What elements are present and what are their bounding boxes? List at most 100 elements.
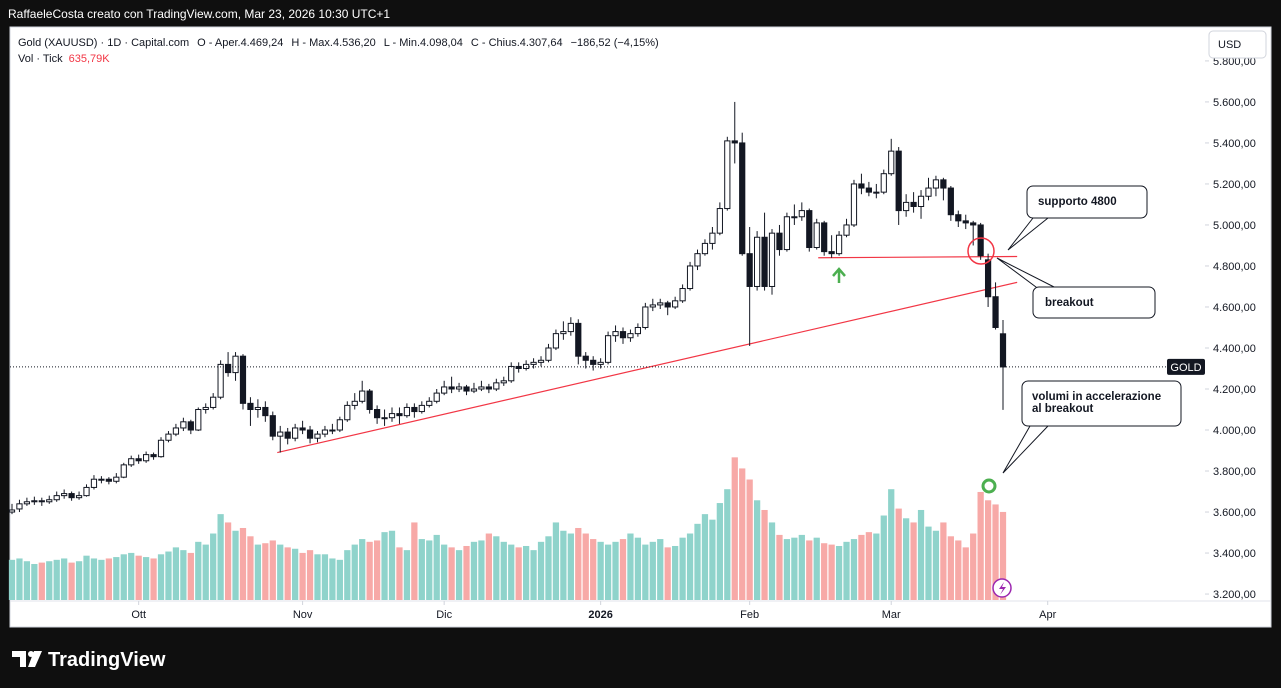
candle-body <box>530 361 537 365</box>
y-tick-label: 3.600,00 <box>1213 507 1256 519</box>
high: H - Max.4.536,20 <box>291 37 375 49</box>
candle-body <box>38 500 45 503</box>
volume-bar <box>783 539 791 600</box>
volume-circle <box>981 478 997 494</box>
volume-bar <box>873 533 880 600</box>
volume-bar <box>806 540 813 600</box>
candle-body <box>590 359 597 365</box>
candle-body <box>344 404 351 421</box>
candle-body <box>806 210 813 249</box>
candle-body <box>925 187 932 197</box>
volume-bar <box>604 544 612 600</box>
volume-bar <box>582 533 589 600</box>
volume-bar <box>746 479 753 600</box>
y-tick-label: 4.600,00 <box>1213 302 1256 314</box>
volume-bar <box>724 489 731 600</box>
volume-bar <box>485 533 493 600</box>
volume-bar <box>23 561 31 600</box>
candle-body <box>98 478 105 481</box>
volume-bar <box>716 503 723 600</box>
volume-bar <box>903 518 910 600</box>
callout-pointer <box>1002 425 1049 474</box>
callout-text: breakout <box>1045 297 1094 309</box>
volume-bar <box>411 522 418 600</box>
y-tick-label: 3.400,00 <box>1213 548 1256 560</box>
candle-body <box>470 388 478 392</box>
candle-body <box>992 296 999 328</box>
candle-body <box>701 242 709 255</box>
candle-body <box>932 179 940 189</box>
volume-bar <box>157 554 165 600</box>
volume-bar <box>433 534 440 600</box>
volume-bar <box>843 541 850 600</box>
candle-body <box>388 413 396 419</box>
volume-bar <box>865 532 873 600</box>
volume-bar <box>195 541 202 600</box>
candle-body <box>269 415 276 437</box>
candle-body <box>828 251 835 255</box>
candle-body <box>679 288 686 302</box>
callout-text: al breakout <box>1032 403 1094 415</box>
currency: USD <box>1218 39 1241 51</box>
x-tick-label: Ott <box>131 609 146 621</box>
brand: TradingView <box>48 649 166 671</box>
volume-bar <box>761 509 768 600</box>
x-tick-label: Feb <box>740 609 759 621</box>
attribution: RaffaeleCosta creato con TradingView.com… <box>8 7 390 21</box>
volume-bar <box>172 547 180 600</box>
candle-body <box>187 421 194 431</box>
low: L - Min.4.098,04 <box>384 37 463 49</box>
candle-body <box>612 331 619 337</box>
candle-body <box>560 331 567 335</box>
volume-bar <box>813 537 820 600</box>
volume-bar <box>590 539 597 600</box>
currency-box[interactable] <box>1208 30 1267 59</box>
volume-bar <box>53 559 60 600</box>
candle-body <box>686 265 694 290</box>
volume-bar <box>336 559 343 600</box>
y-tick-label: 3.200,00 <box>1213 589 1256 601</box>
volume-bar <box>142 557 150 600</box>
candle-body <box>977 224 984 257</box>
candle-body <box>888 150 895 175</box>
volume-bar <box>977 491 984 600</box>
change: −186,52 (−4,15%) <box>571 37 659 49</box>
x-tick-label: Apr <box>1039 609 1056 621</box>
candle-body <box>783 216 791 251</box>
candle-body <box>493 382 500 390</box>
volume-bar <box>217 514 224 600</box>
candle-body <box>411 406 418 413</box>
candle-body <box>381 417 388 420</box>
candle-body <box>314 433 321 439</box>
volume-bar <box>955 540 962 600</box>
candle-body <box>224 363 232 374</box>
candle-body <box>627 333 634 339</box>
volume-bar <box>634 537 642 600</box>
candle-body <box>150 454 157 458</box>
candle-body <box>53 495 60 501</box>
volume-bar <box>910 522 917 600</box>
volume-bar <box>962 547 969 600</box>
candle-body <box>731 140 738 144</box>
volume-bar <box>999 511 1007 600</box>
volume-bar <box>627 533 634 600</box>
symbol: Gold (XAUUSD) · 1D · Capital.com <box>18 37 189 49</box>
candle-body <box>180 421 187 429</box>
candle-body <box>172 427 180 435</box>
volume-bar <box>500 541 507 600</box>
candle-body <box>910 201 917 208</box>
volume-bar <box>418 539 425 600</box>
y-tick-label: 4.000,00 <box>1213 425 1256 437</box>
volume-bar <box>61 558 68 600</box>
highlight-circle <box>967 237 995 265</box>
volume-legend: Vol · Tick 635,79K <box>18 53 110 65</box>
candle-body <box>210 396 217 408</box>
volume-bar <box>470 541 478 600</box>
volume-bar <box>850 539 858 600</box>
callout-text: supporto 4800 <box>1038 196 1117 208</box>
candle-body <box>895 150 902 212</box>
callout-pointer <box>996 257 1061 291</box>
candle-body <box>120 464 127 478</box>
volume-bar <box>373 540 381 600</box>
candle-body <box>850 183 858 226</box>
